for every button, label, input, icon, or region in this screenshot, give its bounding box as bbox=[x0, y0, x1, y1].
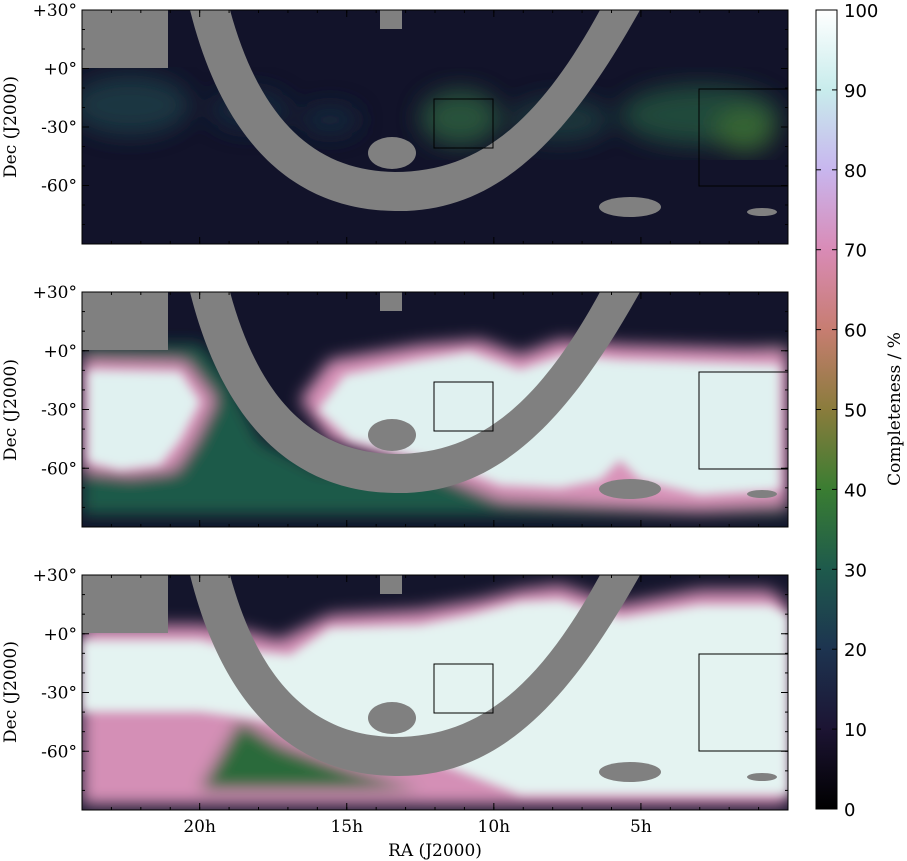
y-tick-label: +0° bbox=[43, 342, 77, 362]
colorbar-tick-label: 0 bbox=[844, 800, 855, 821]
y-tick-label: +30° bbox=[33, 1, 77, 21]
colorbar-tick-label: 60 bbox=[844, 321, 867, 342]
y-tick-label: -30° bbox=[41, 401, 77, 421]
box-1 bbox=[433, 663, 494, 714]
colorbar-tick-label: 80 bbox=[844, 161, 867, 182]
box-2 bbox=[698, 88, 789, 187]
x-tick-label: 10h bbox=[478, 817, 511, 837]
colorbar-tick-label: 50 bbox=[844, 401, 867, 422]
x-tick-label: 20h bbox=[183, 817, 216, 837]
box-2 bbox=[698, 371, 789, 470]
y-tick-label: +0° bbox=[43, 625, 77, 645]
y-tick-label: -60° bbox=[41, 177, 77, 197]
x-tick-label: 5h bbox=[630, 817, 652, 837]
y-tick-label: -30° bbox=[41, 684, 77, 704]
panel-3-ticks: 20h 15h 10h 5h +30° +0° -30° -60° bbox=[33, 566, 788, 837]
panel-1: +30° +0° -30° -60° Dec (J2000) bbox=[1, 1, 789, 245]
box-1 bbox=[433, 98, 494, 149]
y-tick-label: -60° bbox=[41, 459, 77, 479]
box-1 bbox=[433, 381, 494, 432]
colorbar-tick-label: 10 bbox=[844, 720, 867, 741]
y-tick-label: -30° bbox=[41, 118, 77, 138]
y-tick-label: +30° bbox=[33, 283, 77, 303]
colorbar: 0 10 20 30 40 50 60 70 80 90 100 Completeness / % bbox=[815, 1, 905, 821]
panel-2: +30° +0° -30° -60° Dec (J2000) bbox=[1, 283, 789, 528]
x-axis-title: RA (J2000) bbox=[388, 841, 482, 861]
panel-3-mask bbox=[82, 575, 777, 782]
panel-3-ylabel: Dec (J2000) bbox=[1, 641, 21, 743]
colorbar-tick-label: 40 bbox=[844, 480, 867, 501]
box-2 bbox=[698, 653, 789, 752]
y-tick-label: +0° bbox=[43, 60, 77, 80]
colorbar-tick-label: 90 bbox=[844, 81, 867, 102]
colorbar-tick-label: 30 bbox=[844, 560, 867, 581]
x-tick-label: 15h bbox=[330, 817, 363, 837]
colorbar-tick-label: 20 bbox=[844, 640, 867, 661]
panel-2-mask bbox=[82, 292, 777, 499]
panel-1-ticks: +30° +0° -30° -60° bbox=[33, 1, 788, 244]
panel-2-ticks: +30° +0° -30° -60° bbox=[33, 283, 788, 527]
colorbar-label: Completeness / % bbox=[885, 332, 905, 486]
panel-2-ylabel: Dec (J2000) bbox=[1, 359, 21, 461]
y-tick-label: -60° bbox=[41, 742, 77, 762]
panel-1-mask bbox=[82, 10, 777, 217]
colorbar-tick-label: 100 bbox=[844, 1, 878, 22]
colorbar-ticks: 0 10 20 30 40 50 60 70 80 90 100 bbox=[816, 1, 878, 821]
y-tick-label: +30° bbox=[33, 566, 77, 586]
panel-1-ylabel: Dec (J2000) bbox=[1, 76, 21, 178]
colorbar-tick-label: 70 bbox=[844, 241, 867, 262]
panel-3: 20h 15h 10h 5h +30° +0° -30° -60° Dec (J2000) bbox=[1, 566, 789, 837]
